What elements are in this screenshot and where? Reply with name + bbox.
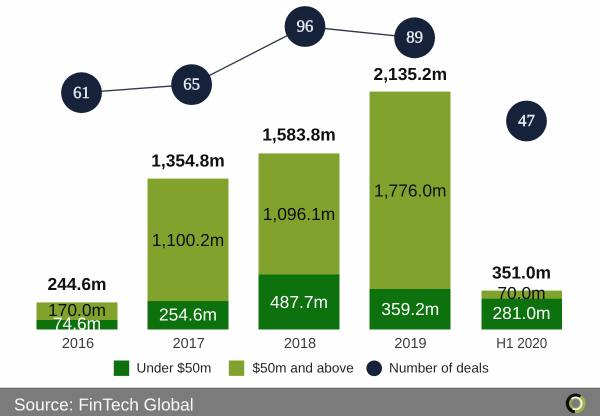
svg-text:H1 2020: H1 2020 (496, 336, 547, 352)
svg-text:1,100.2m: 1,100.2m (152, 230, 225, 250)
svg-text:359.2m: 359.2m (381, 299, 439, 319)
svg-text:Under $50m: Under $50m (137, 360, 212, 375)
svg-text:281.0m: 281.0m (492, 303, 550, 323)
svg-text:96: 96 (297, 16, 314, 35)
svg-text:2019: 2019 (394, 336, 426, 352)
svg-text:Number of deals: Number of deals (389, 360, 489, 375)
svg-text:1,096.1m: 1,096.1m (263, 204, 336, 224)
svg-text:244.6m: 244.6m (48, 274, 107, 294)
svg-text:2,135.2m: 2,135.2m (374, 64, 448, 84)
svg-text:89: 89 (406, 28, 423, 47)
svg-text:61: 61 (73, 83, 90, 102)
svg-text:65: 65 (183, 75, 200, 94)
svg-text:1,583.8m: 1,583.8m (262, 125, 336, 145)
svg-text:2016: 2016 (62, 336, 94, 352)
svg-text:351.0m: 351.0m (492, 262, 551, 282)
svg-text:1,354.8m: 1,354.8m (151, 150, 225, 170)
svg-text:70.0m: 70.0m (497, 283, 545, 303)
svg-text:47: 47 (518, 111, 535, 130)
svg-text:Source: FinTech Global: Source: FinTech Global (14, 394, 194, 414)
svg-text:1,776.0m: 1,776.0m (374, 180, 447, 200)
svg-text:487.7m: 487.7m (270, 292, 328, 312)
svg-text:2017: 2017 (173, 336, 205, 352)
svg-text:2018: 2018 (284, 336, 316, 352)
svg-text:$50m and above: $50m and above (253, 360, 354, 375)
svg-text:170.0m: 170.0m (48, 300, 106, 320)
svg-text:254.6m: 254.6m (159, 304, 217, 324)
svg-text:74.6m: 74.6m (53, 313, 101, 333)
